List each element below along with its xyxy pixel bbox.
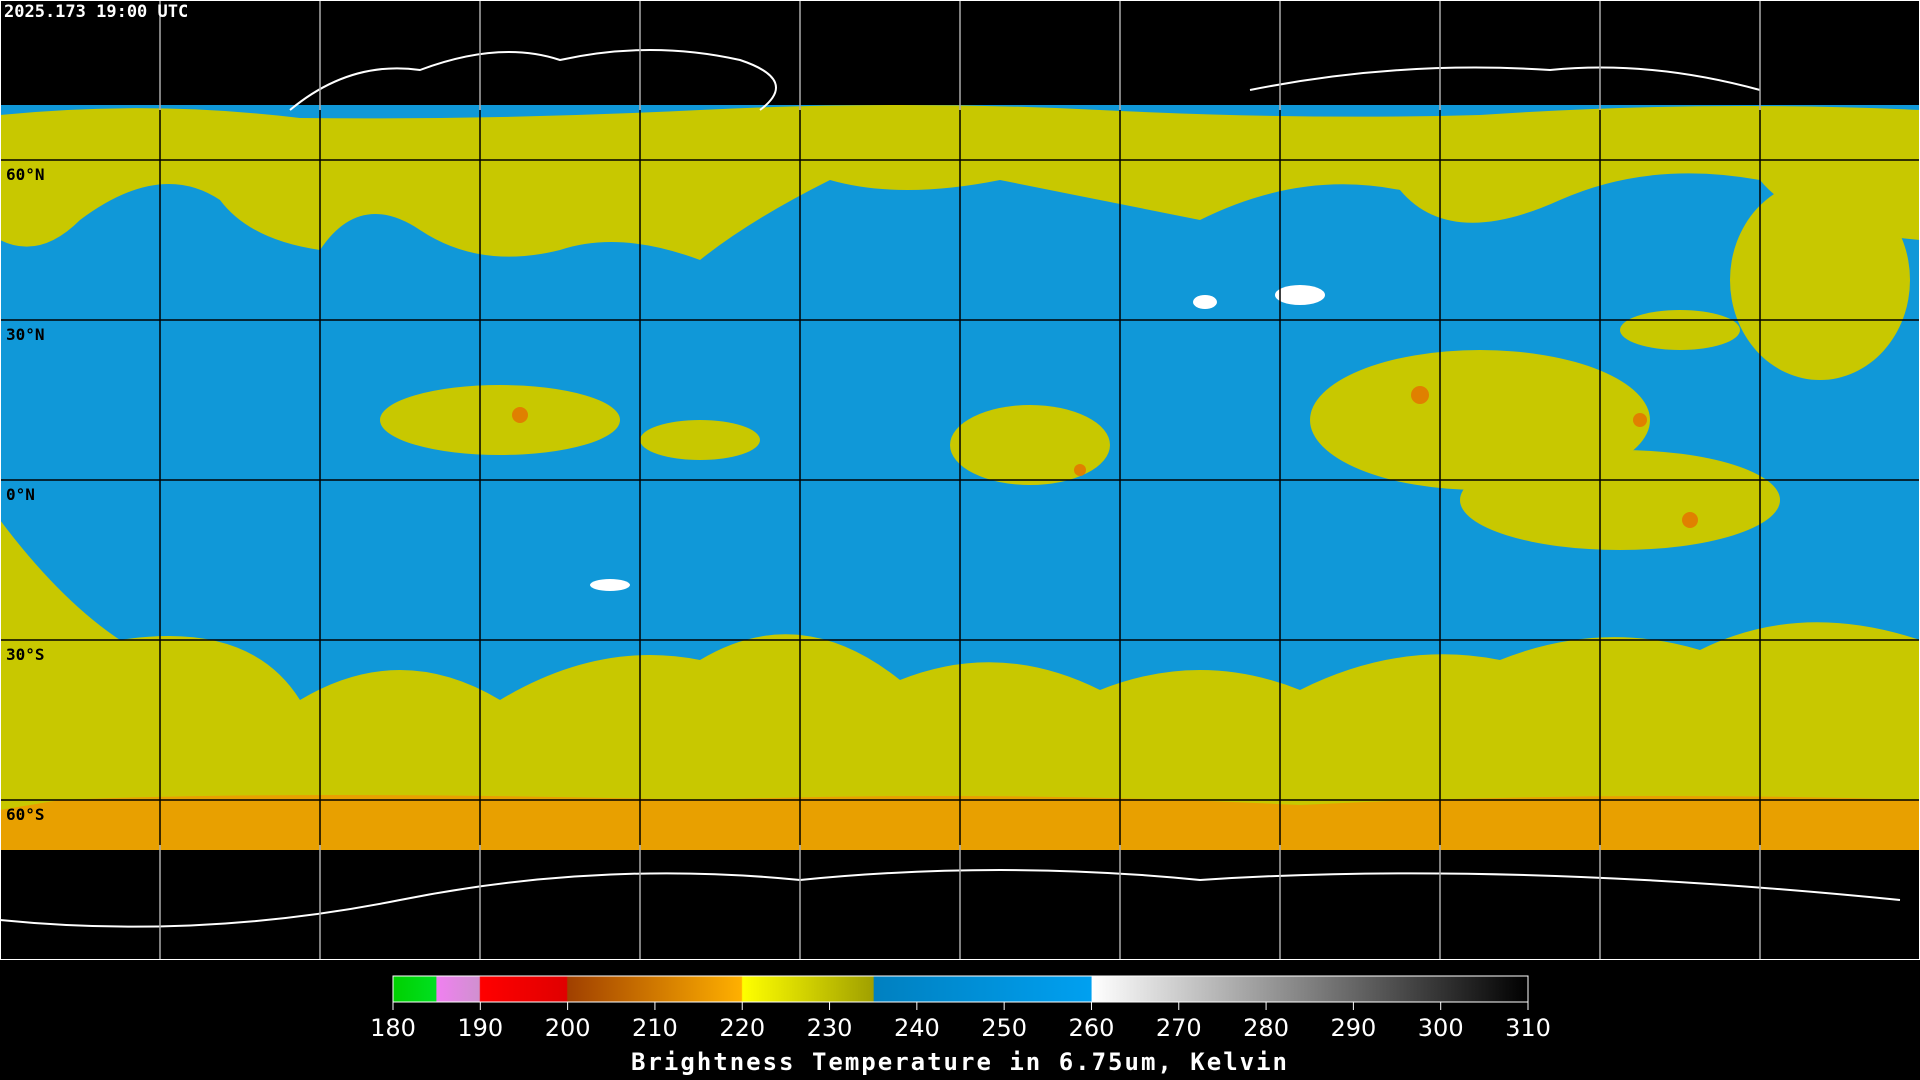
- polar-coastlines: [0, 49, 1901, 928]
- tick-label: 310: [1505, 1014, 1551, 1042]
- tick-label: 270: [1156, 1014, 1202, 1042]
- graticule-polar: [159, 0, 1761, 960]
- timestamp: 2025.173 19:00 UTC: [4, 2, 188, 22]
- tick-label: 280: [1243, 1014, 1289, 1042]
- tick-label: 190: [457, 1014, 503, 1042]
- latitude-label: 30°N: [6, 325, 45, 344]
- latitude-label: 60°S: [6, 805, 45, 824]
- tick-label: 180: [370, 1014, 416, 1042]
- tick-label: 200: [545, 1014, 591, 1042]
- deep-convection: [512, 386, 1698, 528]
- colorbar-ticks: 180 190 200 210 220 230 240 250 260 270 280 290 300 3…: [370, 1002, 1551, 1042]
- tick-label: 250: [981, 1014, 1027, 1042]
- latitude-label: 30°S: [6, 645, 45, 664]
- latitude-label: 60°N: [6, 165, 45, 184]
- colorbar: [392, 975, 1529, 1003]
- tick-label: 230: [807, 1014, 853, 1042]
- tick-label: 240: [894, 1014, 940, 1042]
- convection: [380, 180, 1910, 550]
- tick-label: 300: [1418, 1014, 1464, 1042]
- tick-label: 210: [632, 1014, 678, 1042]
- latitude-label: 0°N: [6, 485, 35, 504]
- graticule: [0, 159, 1920, 801]
- tick-label: 260: [1069, 1014, 1115, 1042]
- dry-spots: [590, 285, 1325, 591]
- colorbar-title: Brightness Temperature in 6.75um, Kelvin: [631, 1048, 1289, 1076]
- latitude-labels: 60°N 30°N 0°N 30°S 60°S: [6, 165, 45, 824]
- tick-label: 290: [1330, 1014, 1376, 1042]
- map: 60°N 30°N 0°N 30°S 60°S: [0, 0, 1920, 960]
- tick-label: 220: [719, 1014, 765, 1042]
